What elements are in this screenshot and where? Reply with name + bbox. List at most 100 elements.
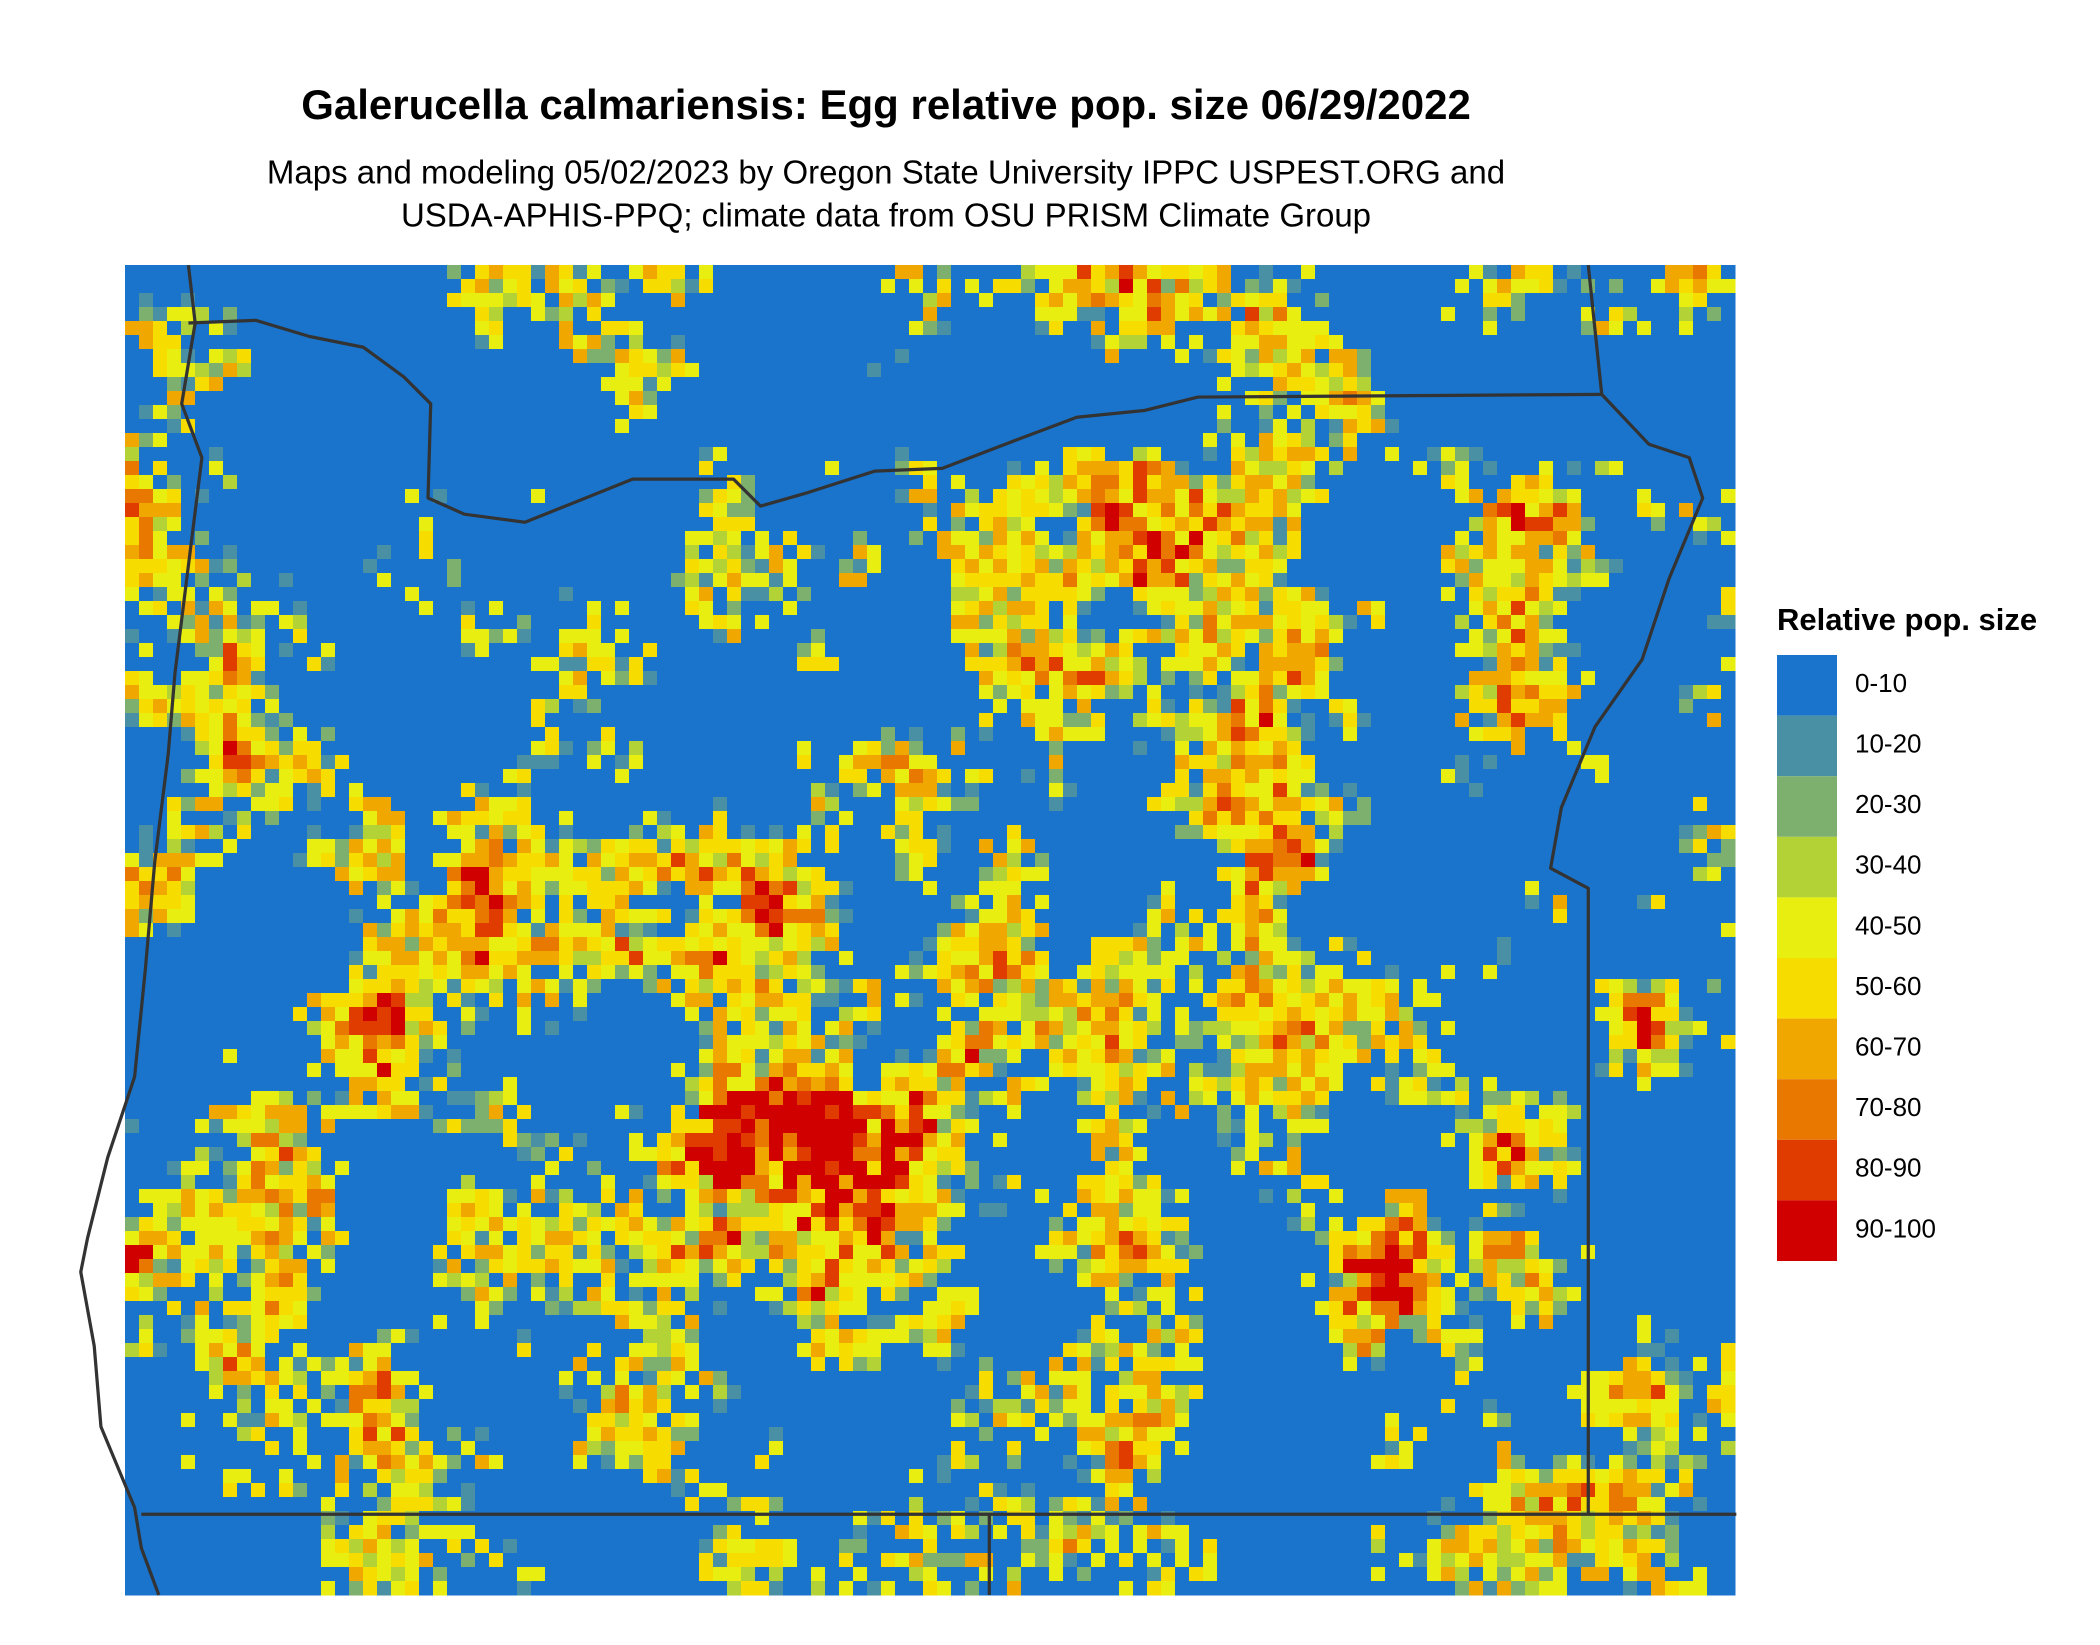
raster-cell [573,1007,588,1022]
raster-cell [713,447,728,462]
raster-cell [209,1119,224,1134]
raster-cell [769,1497,784,1512]
raster-cell [825,1049,840,1064]
raster-cell [1133,1007,1148,1022]
raster-cell [1175,937,1190,952]
raster-cell [1511,1231,1526,1246]
raster-cell [335,1063,378,1078]
raster-cell [1091,951,1120,966]
raster-cell [405,489,420,504]
raster-cell [251,1273,266,1288]
raster-cell [853,1343,882,1358]
raster-cell [629,657,644,672]
raster-cell [1245,349,1260,364]
raster-cell [629,1315,658,1330]
raster-cell [447,1091,476,1106]
raster-cell [1371,1077,1386,1092]
raster-cell [475,1539,490,1554]
raster-cell [769,1175,784,1190]
raster-cell [307,1273,434,1288]
raster-cell [825,1189,854,1204]
raster-cell [335,867,350,882]
raster-cell [195,797,224,812]
raster-cell [1721,923,1736,938]
raster-cell [1567,601,1722,616]
raster-cell [1231,657,1246,672]
raster-cell [1119,475,1134,490]
raster-cell [1497,503,1512,518]
raster-cell [923,1231,938,1246]
raster-cell [195,419,616,434]
raster-cell [1105,1161,1120,1176]
raster-cell [1525,713,1554,728]
raster-cell [1371,377,1736,392]
raster-cell [1077,545,1092,560]
raster-cell [1385,1329,1414,1344]
raster-cell [769,923,784,938]
raster-cell [755,1539,784,1554]
raster-cell [1245,503,1274,518]
raster-cell [1091,993,1120,1008]
raster-cell [1203,1315,1330,1330]
raster-cell [937,489,966,504]
raster-cell [1525,615,1540,630]
raster-cell [265,1217,280,1232]
raster-cell [125,1441,266,1456]
raster-cell [1007,1021,1022,1036]
raster-cell [1455,1581,1470,1596]
raster-cell [1175,755,1190,770]
raster-cell [125,1539,322,1554]
raster-cell [1287,503,1302,518]
raster-cell [349,1483,364,1498]
raster-cell [419,489,434,504]
raster-cell [1105,1427,1120,1442]
raster-cell [545,993,560,1008]
raster-cell [181,881,196,896]
raster-cell [1595,979,1610,994]
raster-cell [503,1301,546,1316]
raster-cell [181,1315,196,1330]
raster-cell [1483,1287,1498,1302]
raster-cell [1469,1259,1484,1274]
raster-cell [1623,461,1736,476]
raster-cell [825,965,896,980]
raster-cell [685,1147,714,1162]
raster-cell [335,1007,350,1022]
raster-cell [1049,643,1064,658]
raster-cell [1623,1441,1638,1456]
raster-cell [1665,1385,1680,1400]
raster-cell [671,573,686,588]
raster-cell [923,1063,938,1078]
raster-cell [825,867,896,882]
raster-cell [1161,1315,1176,1330]
raster-cell [811,629,826,644]
raster-cell [923,1315,938,1330]
raster-cell [769,1455,938,1470]
raster-cell [1063,1259,1078,1274]
raster-cell [1091,279,1106,294]
raster-cell [433,1385,560,1400]
raster-cell [475,1315,490,1330]
raster-cell [657,1259,672,1274]
raster-cell [1217,503,1232,518]
raster-cell [181,825,196,840]
raster-cell [1399,1049,1414,1064]
raster-cell [1567,265,1582,280]
raster-cell [321,1497,336,1512]
raster-cell [1301,1063,1316,1078]
raster-cell [1161,1245,1176,1260]
raster-cell [125,629,140,644]
raster-cell [279,811,364,826]
raster-cell [153,433,168,448]
raster-cell [825,461,840,476]
raster-cell [307,657,322,672]
raster-cell [251,685,266,700]
raster-cell [209,377,224,392]
raster-cell [587,853,602,868]
raster-cell [1063,713,1092,728]
raster-cell [1175,307,1190,322]
raster-cell [321,1217,336,1232]
raster-cell [1399,1301,1414,1316]
raster-cell [1427,1063,1456,1078]
raster-cell [629,1259,644,1274]
